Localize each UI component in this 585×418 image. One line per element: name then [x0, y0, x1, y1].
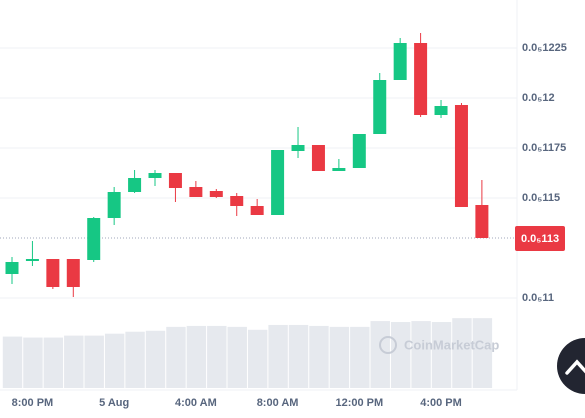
- candle-body: [434, 106, 448, 115]
- candle-body: [87, 218, 101, 260]
- volume-bar: [370, 321, 390, 388]
- x-tick-label: 12:00 PM: [335, 397, 383, 409]
- candle-layer: [5, 33, 489, 297]
- current-price-tag: [515, 226, 565, 251]
- candle-body: [414, 43, 428, 115]
- volume-bar: [64, 335, 84, 388]
- candle-body: [454, 105, 468, 207]
- x-tick-label: 4:00 PM: [420, 397, 462, 409]
- volume-bar: [288, 324, 309, 388]
- volume-bar: [472, 318, 493, 388]
- volume-bar: [452, 318, 472, 388]
- volume-bar: [2, 336, 23, 388]
- volume-bar: [268, 324, 288, 388]
- volume-bar: [247, 329, 268, 388]
- volume-bar: [84, 335, 104, 388]
- candle-body: [128, 178, 142, 192]
- candle-body: [66, 259, 80, 287]
- volume-bar: [390, 322, 411, 388]
- candle-body: [352, 134, 366, 168]
- x-tick-label: 8:00 PM: [12, 397, 54, 409]
- volume-bar: [207, 325, 227, 388]
- candle-body: [5, 262, 19, 274]
- candle-body: [291, 145, 305, 151]
- volume-bar: [350, 326, 370, 388]
- axis-layer: 0.0₅11 0.0₅115 0.0₅1175 0.0₅12 0.0₅1225 8:00 …: [12, 42, 567, 409]
- volume-bar: [309, 325, 329, 388]
- y-tick-label: 0.0₅1225: [522, 42, 567, 54]
- candle-body: [311, 145, 325, 171]
- current-price-label: 0.0₅113: [521, 233, 559, 245]
- grid-layer: [0, 47, 517, 299]
- y-tick-label: 0.0₅115: [522, 192, 560, 204]
- candle-body: [168, 173, 182, 188]
- volume-bar: [411, 321, 431, 388]
- volume-layer: [2, 318, 493, 388]
- candle-body: [475, 205, 489, 238]
- volume-bar: [186, 325, 207, 388]
- volume-bar: [145, 330, 166, 388]
- x-tick-label: 5 Aug: [99, 397, 129, 409]
- watermark: CoinMarketCap: [379, 336, 499, 354]
- chevron-icon: [565, 359, 585, 375]
- candle-body: [209, 191, 223, 197]
- volume-bar: [104, 333, 125, 388]
- candle-body: [373, 80, 387, 134]
- candle-body: [230, 196, 244, 206]
- x-tick-label: 4:00 AM: [175, 397, 217, 409]
- volume-bar: [23, 337, 43, 388]
- volume-bar: [329, 326, 350, 388]
- candle-body: [250, 206, 264, 215]
- watermark-text: CoinMarketCap: [404, 337, 499, 352]
- candle-body: [46, 259, 60, 287]
- candle-body: [25, 259, 39, 261]
- y-tick-label: 0.0₅12: [522, 92, 555, 104]
- volume-bar: [227, 326, 247, 388]
- scroll-top-button[interactable]: [557, 338, 585, 394]
- candle-body: [107, 192, 121, 218]
- candle-body: [393, 43, 407, 80]
- candle-body: [271, 150, 285, 215]
- y-tick-label: 0.0₅1175: [522, 142, 566, 154]
- candle-body: [189, 187, 203, 197]
- watermark-logo: [379, 336, 397, 354]
- y-tick-label: 0.0₅11: [522, 292, 554, 304]
- candle-body: [148, 173, 162, 178]
- volume-bar: [43, 337, 64, 388]
- volume-bar: [166, 326, 186, 388]
- candle-body: [332, 168, 346, 171]
- volume-bar: [125, 331, 145, 388]
- x-tick-label: 8:00 AM: [257, 397, 299, 409]
- volume-bar: [431, 322, 452, 388]
